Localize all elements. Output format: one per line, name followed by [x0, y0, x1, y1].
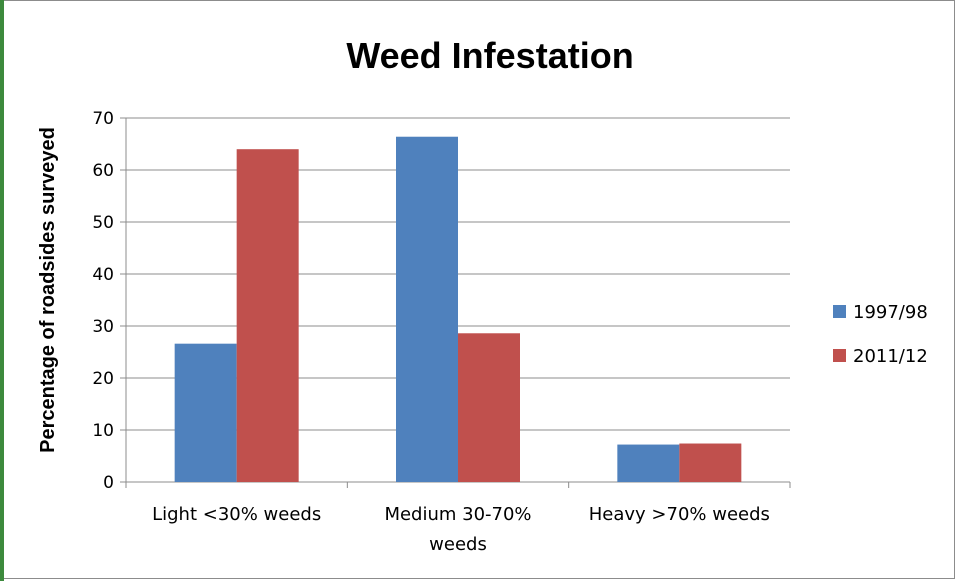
category-label-line: Light <30% weeds — [152, 504, 321, 525]
bar-1997/98-1 — [396, 136, 458, 482]
legend: 1997/98 2011/12 — [833, 302, 928, 367]
category-label-line: weeds — [429, 534, 487, 555]
y-tick-label: 60 — [92, 161, 114, 181]
left-border-accent — [0, 0, 4, 581]
y-tick-labels: 0 10 20 30 40 50 60 70 — [92, 109, 114, 493]
bar-2011/12-2 — [679, 443, 742, 482]
y-tick-label: 50 — [92, 213, 114, 233]
category-label: Medium 30-70% weeds — [384, 504, 531, 555]
legend-label: 1997/98 — [853, 302, 928, 323]
bar-2011/12-1 — [458, 333, 520, 482]
category-label: Light <30% weeds — [152, 504, 321, 525]
legend-label: 2011/12 — [853, 346, 928, 367]
y-tick-label: 30 — [92, 317, 114, 337]
category-label: Heavy >70% weeds — [589, 504, 770, 525]
legend-swatch-2011/12 — [833, 349, 846, 362]
y-tick-label: 70 — [92, 109, 114, 129]
chart-title: Weed Infestation — [346, 35, 633, 76]
category-label-line: Heavy >70% weeds — [589, 504, 770, 525]
y-tick-label: 40 — [92, 265, 114, 285]
bar-1997/98-2 — [617, 444, 680, 482]
bar-2011/12-0 — [236, 149, 299, 482]
y-tick-label: 20 — [92, 369, 114, 389]
y-axis-label: Percentage of roadsides surveyed — [37, 127, 59, 453]
category-labels: Light <30% weeds Medium 30-70% weeds Heavy … — [152, 504, 770, 555]
y-tick-label: 0 — [103, 473, 114, 493]
bars — [174, 136, 742, 482]
legend-swatch-1997/98 — [833, 305, 846, 318]
bar-1997/98-0 — [174, 343, 237, 482]
y-tick-label: 10 — [92, 421, 114, 441]
category-label-line: Medium 30-70% — [384, 504, 531, 525]
